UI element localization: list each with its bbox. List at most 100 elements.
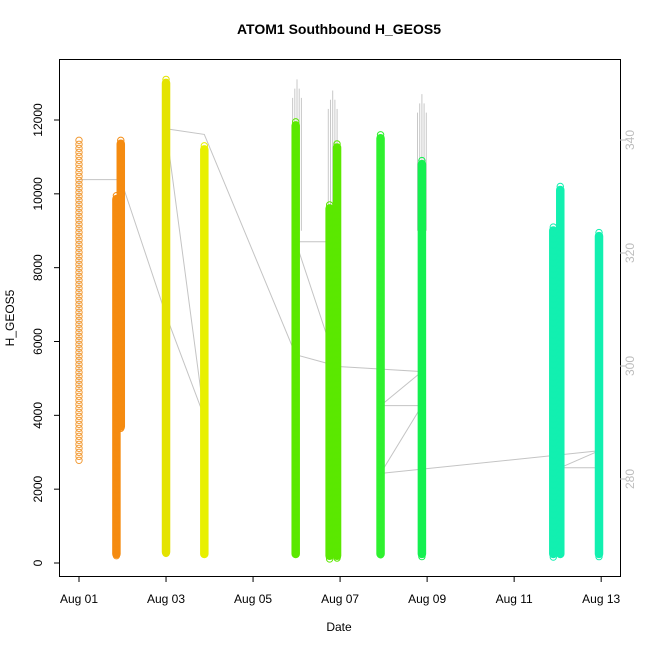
data-point bbox=[75, 212, 83, 221]
data-point bbox=[75, 404, 83, 413]
data-point bbox=[75, 140, 83, 149]
y-tick-label: 8000 bbox=[31, 254, 45, 281]
data-point bbox=[75, 288, 83, 297]
data-point bbox=[75, 196, 83, 205]
y-axis-label: H_GEOS5 bbox=[3, 289, 17, 346]
series-column bbox=[556, 182, 565, 559]
x-axis-label: Date bbox=[326, 620, 352, 634]
data-point bbox=[75, 216, 83, 225]
x-tick-label: Aug 11 bbox=[496, 592, 533, 606]
data-point bbox=[75, 424, 83, 433]
data-point bbox=[75, 204, 83, 213]
x-tick-label: Aug 01 bbox=[60, 592, 98, 606]
theta-line bbox=[78, 128, 600, 475]
data-point bbox=[75, 260, 83, 269]
series-column bbox=[332, 140, 342, 562]
data-point bbox=[75, 272, 83, 281]
data-point bbox=[75, 364, 83, 373]
data-point bbox=[75, 300, 83, 309]
data-point bbox=[75, 304, 83, 313]
data-point bbox=[75, 184, 83, 193]
chart-title: ATOM1 Southbound H_GEOS5 bbox=[237, 21, 441, 37]
data-point bbox=[594, 231, 604, 559]
data-point bbox=[75, 448, 83, 457]
data-point bbox=[75, 268, 83, 277]
data-point bbox=[75, 152, 83, 161]
data-point bbox=[75, 420, 83, 429]
data-point bbox=[117, 424, 125, 433]
y-tick-label: 2000 bbox=[31, 475, 45, 502]
data-point bbox=[75, 292, 83, 301]
data-point bbox=[75, 380, 83, 389]
data-point bbox=[75, 320, 83, 329]
data-point bbox=[75, 276, 83, 285]
data-point bbox=[75, 456, 83, 465]
data-point bbox=[418, 552, 426, 561]
series-column bbox=[75, 136, 83, 465]
data-point bbox=[75, 240, 83, 249]
series-column bbox=[594, 228, 604, 561]
y-tick-label: 12000 bbox=[31, 103, 45, 137]
data-point bbox=[75, 256, 83, 265]
y2-tick-label: 340 bbox=[623, 130, 637, 150]
x-tick-label: Aug 07 bbox=[321, 592, 359, 606]
y2-tick-label: 300 bbox=[623, 356, 637, 376]
data-point bbox=[75, 336, 83, 345]
data-point bbox=[75, 376, 83, 385]
data-point bbox=[75, 248, 83, 257]
data-point bbox=[75, 160, 83, 169]
series-column bbox=[116, 136, 126, 433]
y2-tick-label: 320 bbox=[623, 243, 637, 263]
data-point bbox=[75, 312, 83, 321]
data-point bbox=[75, 372, 83, 381]
data-point bbox=[75, 244, 83, 253]
data-point bbox=[75, 408, 83, 417]
data-point bbox=[75, 188, 83, 197]
data-point bbox=[200, 550, 209, 558]
data-point bbox=[75, 400, 83, 409]
data-point bbox=[75, 280, 83, 289]
data-point bbox=[75, 384, 83, 393]
data-point bbox=[75, 284, 83, 293]
series-column bbox=[417, 156, 427, 561]
data-point bbox=[75, 180, 83, 189]
data-point bbox=[75, 296, 83, 305]
data-point bbox=[75, 148, 83, 157]
series-column bbox=[376, 131, 385, 559]
series-column bbox=[161, 75, 171, 558]
data-point bbox=[556, 548, 564, 557]
x-tick-label: Aug 13 bbox=[582, 592, 620, 606]
data-point bbox=[595, 552, 603, 561]
data-point bbox=[75, 436, 83, 445]
data-point bbox=[75, 192, 83, 201]
y-tick-label: 0 bbox=[31, 559, 45, 566]
data-point bbox=[75, 444, 83, 453]
data-point bbox=[75, 416, 83, 425]
data-point bbox=[75, 176, 83, 185]
data-point bbox=[549, 553, 558, 561]
data-point bbox=[75, 328, 83, 337]
data-point bbox=[75, 332, 83, 341]
data-point bbox=[75, 348, 83, 357]
data-point bbox=[75, 352, 83, 361]
data-point bbox=[75, 412, 83, 421]
data-point bbox=[75, 308, 83, 317]
data-point bbox=[75, 440, 83, 449]
data-point bbox=[292, 550, 300, 558]
data-point bbox=[75, 392, 83, 401]
data-point bbox=[333, 554, 341, 562]
x-tick-label: Aug 09 bbox=[408, 592, 446, 606]
data-point bbox=[75, 452, 83, 461]
y-tick-label: 10000 bbox=[31, 177, 45, 211]
data-point bbox=[376, 551, 385, 559]
data-point bbox=[75, 316, 83, 325]
axis-layer: Aug 01 Aug 03 Aug 05 Aug 07 Aug 09 Aug 11 Aug … bbox=[31, 103, 637, 606]
y-tick-label: 6000 bbox=[31, 328, 45, 355]
x-tick-label: Aug 03 bbox=[147, 592, 185, 606]
data-point bbox=[75, 360, 83, 369]
data-point bbox=[162, 549, 170, 558]
data-point bbox=[75, 144, 83, 153]
data-point bbox=[325, 555, 334, 563]
data-point bbox=[75, 232, 83, 241]
data-point bbox=[75, 324, 83, 333]
